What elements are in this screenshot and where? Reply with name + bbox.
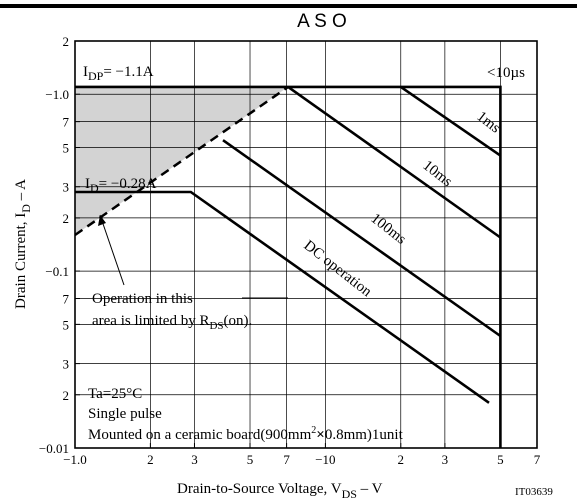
id-annotation: ID= −0.28A <box>85 176 157 195</box>
condition-ta: Ta=25°C <box>88 386 142 402</box>
x-tick-label: 7 <box>283 452 290 467</box>
series-lines <box>75 85 502 448</box>
y-tick-label: 7 <box>63 292 70 307</box>
dc-operation-label: DC operation <box>301 238 375 301</box>
limit-arrow-head <box>98 215 106 226</box>
y-tick-label: −0.1 <box>45 264 69 279</box>
x-tick-label: 3 <box>442 452 449 467</box>
series-1ms <box>400 85 502 157</box>
series-10ms <box>287 85 502 239</box>
x-tick-label: 2 <box>147 452 154 467</box>
axis-ticks: −1.0 2 3 5 7 −10 2 3 5 7 −0.01 2 3 5 7 −0.1 2 3 5 7 −1.0 2 <box>39 34 541 467</box>
x-tick-label: −1.0 <box>63 452 87 467</box>
x-tick-label: 3 <box>191 452 198 467</box>
limit-note-line2: area is limited by RDS(on). <box>92 313 252 332</box>
limit-note-line1: Operation in this <box>92 291 193 307</box>
1ms-label: 1ms <box>474 109 504 137</box>
y-tick-label: 5 <box>63 140 70 155</box>
x-axis-title: Drain-to-Source Voltage, VDS – V <box>177 481 383 501</box>
rds-on-limit-line <box>74 85 289 237</box>
y-tick-label: 5 <box>63 317 70 332</box>
figure-code: IT03639 <box>515 486 553 498</box>
x-tick-label: 5 <box>247 452 254 467</box>
pulse-10us-label: <10µs <box>487 65 525 81</box>
100ms-label: 100ms <box>368 211 410 248</box>
idp-annotation: IDP= −1.1A <box>83 64 154 83</box>
condition-pulse: Single pulse <box>88 406 162 422</box>
condition-board: Mounted on a ceramic board(900mm2×0.8mm)… <box>88 425 404 443</box>
x-tick-label: −10 <box>315 452 335 467</box>
y-tick-label: 3 <box>63 180 70 195</box>
y-axis-title: Drain Current, ID – A <box>13 179 33 309</box>
y-tick-label: 3 <box>63 357 70 372</box>
y-tick-label: −1.0 <box>45 87 69 102</box>
grid <box>75 41 537 448</box>
x-tick-label: 2 <box>398 452 405 467</box>
y-tick-label: 2 <box>63 388 70 403</box>
y-tick-label: 2 <box>63 34 70 49</box>
y-tick-label: −0.01 <box>39 441 69 456</box>
limit-arrow-shaft <box>99 214 125 286</box>
chart-title: A S O <box>297 11 347 32</box>
plot-frame <box>74 40 538 449</box>
x-tick-label: 5 <box>497 452 504 467</box>
series-10-s <box>75 85 502 448</box>
y-tick-label: 2 <box>63 211 70 226</box>
series-100ms <box>222 139 502 338</box>
y-tick-label: 7 <box>63 115 70 130</box>
series-dc-operation <box>75 190 490 404</box>
x-tick-label: 7 <box>534 452 541 467</box>
